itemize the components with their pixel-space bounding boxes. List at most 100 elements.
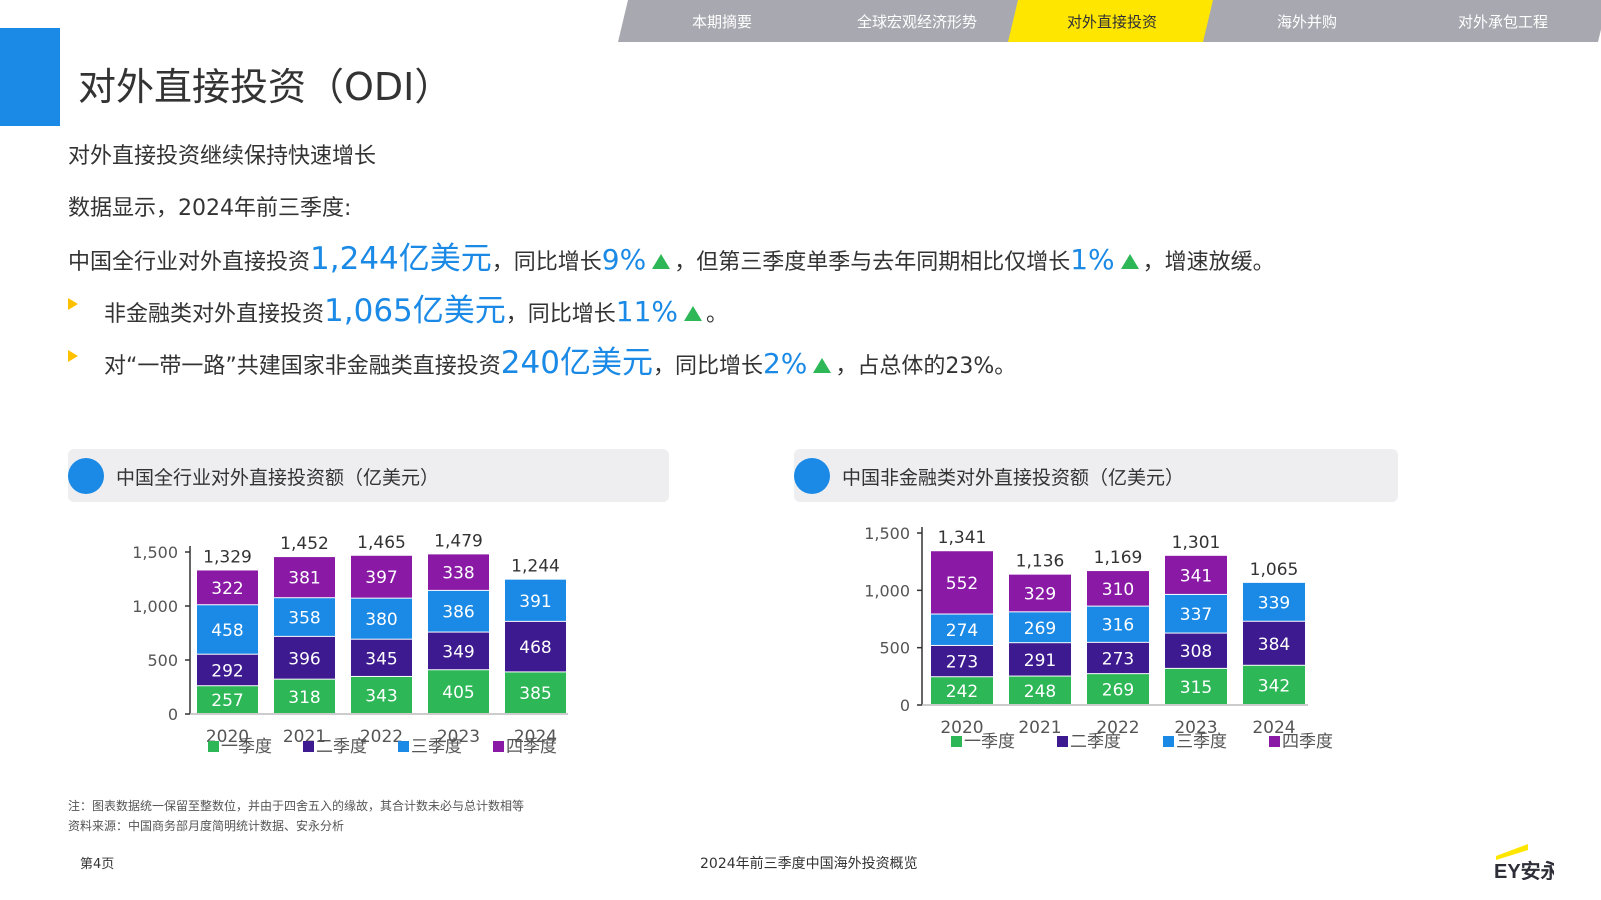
legend-swatch — [1163, 736, 1174, 747]
data-label: 315 — [1180, 678, 1212, 698]
line-text: 中国全行业对外直接投资 — [68, 250, 311, 275]
tab-label: 对外直接投资 — [1066, 12, 1157, 31]
bar-segment — [1087, 606, 1149, 642]
y-tick-label: 500 — [879, 639, 910, 658]
y-tick-label: 0 — [900, 696, 910, 715]
bar-segment — [505, 579, 566, 621]
total-label: 1,479 — [434, 531, 483, 551]
bar-segment — [428, 554, 489, 590]
legend-swatch — [1057, 736, 1068, 747]
line-text: ，增速放缓。 — [1142, 250, 1275, 275]
data-label: 310 — [1102, 580, 1134, 600]
data-label: 338 — [442, 564, 474, 584]
bar-segment — [1087, 674, 1149, 704]
y-tick-label: 0 — [168, 705, 178, 724]
page-number: 第4页 — [80, 857, 115, 872]
bar-segment — [1009, 612, 1071, 643]
tab-summary[interactable]: 本期摘要 — [618, 0, 826, 42]
bar-segment — [428, 670, 489, 713]
stacked-bar-chart-total: 05001,0001,5002572924583221,329202031839… — [132, 531, 568, 757]
y-tick-label: 1,000 — [864, 581, 910, 600]
highlight-percent: 1% — [1070, 243, 1115, 276]
data-label: 269 — [1024, 619, 1056, 639]
subheading: 对外直接投资继续保持快速增长 — [68, 144, 377, 169]
bar-segment — [1165, 555, 1227, 594]
data-label: 269 — [1102, 681, 1134, 701]
line-text: ，但第三季度单季与去年同期相比仅增长 — [674, 250, 1071, 275]
total-label: 1,452 — [280, 534, 329, 554]
bullet-arrow-icon — [68, 298, 78, 310]
bar-segment — [351, 555, 412, 598]
total-label: 1,065 — [1250, 560, 1299, 580]
chart-header-total: 中国全行业对外直接投资额（亿美元） — [68, 449, 669, 502]
bar-segment — [351, 598, 412, 639]
bar-segment — [1243, 665, 1305, 704]
line-text: 对“一带一路”共建国家非金融类直接投资 — [104, 354, 501, 379]
tab-global-macro[interactable]: 全球宏观经济形势 — [813, 0, 1021, 42]
legend-swatch — [493, 741, 504, 752]
up-arrow-icon — [684, 306, 703, 321]
data-label: 343 — [365, 686, 397, 706]
bar-segment — [1009, 676, 1071, 704]
x-tick-label: 2022 — [360, 727, 403, 747]
bar-segment — [1009, 574, 1071, 612]
legend-swatch — [208, 741, 219, 752]
highlight-percent: 2% — [762, 347, 808, 380]
highlight-unit: 亿美元 — [559, 345, 653, 381]
legend-label: 二季度 — [1070, 732, 1121, 752]
legend-swatch — [951, 736, 962, 747]
highlight-line-total: 中国全行业对外直接投资 1,244 亿美元 ，同比增长 9% ，但第三季度单季与… — [68, 233, 1275, 278]
chart-header-nonfinancial: 中国非金融类对外直接投资额（亿美元） — [794, 449, 1398, 502]
bar-segment — [197, 605, 258, 654]
tab-label: 对外承包工程 — [1457, 12, 1548, 31]
line-text: ，同比增长 — [505, 302, 616, 327]
data-label: 248 — [1024, 682, 1056, 702]
data-label: 273 — [946, 653, 978, 673]
data-label: 273 — [1102, 650, 1134, 670]
line-text: 。 — [706, 302, 729, 327]
top-nav: 本期摘要 全球宏观经济形势 对外直接投资 海外并购 对外承包工程 — [618, 0, 1601, 42]
highlight-amount: 240 — [500, 345, 560, 381]
legend-label: 四季度 — [1282, 732, 1333, 752]
total-label: 1,301 — [1172, 533, 1221, 553]
data-label: 292 — [211, 661, 243, 681]
bar-segment — [931, 677, 993, 704]
bar-segment — [931, 551, 993, 614]
data-label: 342 — [1258, 676, 1290, 696]
data-label: 386 — [442, 603, 474, 623]
data-label: 458 — [211, 621, 243, 641]
up-arrow-icon — [813, 358, 832, 373]
legend-label: 一季度 — [221, 737, 272, 757]
data-label: 329 — [1024, 584, 1056, 604]
bar-segment — [274, 636, 335, 679]
chart-title: 中国全行业对外直接投资额（亿美元） — [116, 467, 440, 489]
bar-segment — [931, 645, 993, 677]
bar-segment — [1243, 621, 1305, 665]
total-label: 1,244 — [511, 557, 560, 577]
tab-contracting[interactable]: 对外承包工程 — [1398, 0, 1601, 42]
bar-segment — [197, 654, 258, 686]
footnote: 注：图表数据统一保留至整数位，并由于四舍五入的缘故，其合计数未必与总计数相等 — [68, 799, 525, 813]
total-label: 1,329 — [203, 547, 252, 567]
highlight-unit: 亿美元 — [398, 241, 492, 277]
x-tick-label: 2023 — [437, 727, 480, 747]
highlight-amount: 1,065 — [324, 293, 413, 329]
data-label: 552 — [946, 574, 978, 594]
tab-overseas-ma[interactable]: 海外并购 — [1203, 0, 1411, 42]
tab-odi[interactable]: 对外直接投资 — [1008, 0, 1216, 42]
line-text: ，占总体的23%。 — [835, 354, 1017, 379]
bar-segment — [1087, 642, 1149, 674]
data-label: 339 — [1258, 593, 1290, 613]
legend-label: 三季度 — [1176, 732, 1227, 752]
data-label: 308 — [1180, 642, 1212, 662]
bar-segment — [1009, 643, 1071, 676]
circle-icon — [794, 458, 830, 494]
ey-logo-icon: EY安永 — [1494, 844, 1554, 880]
page-title: 对外直接投资（ODI） — [78, 65, 453, 109]
data-label: 274 — [946, 621, 978, 641]
footer-title: 2024年前三季度中国海外投资概览 — [700, 856, 918, 872]
data-label: 316 — [1102, 616, 1134, 636]
bar-segment — [931, 614, 993, 645]
line-text: ，同比增长 — [652, 354, 763, 379]
logo-text: EY安永 — [1494, 859, 1554, 880]
